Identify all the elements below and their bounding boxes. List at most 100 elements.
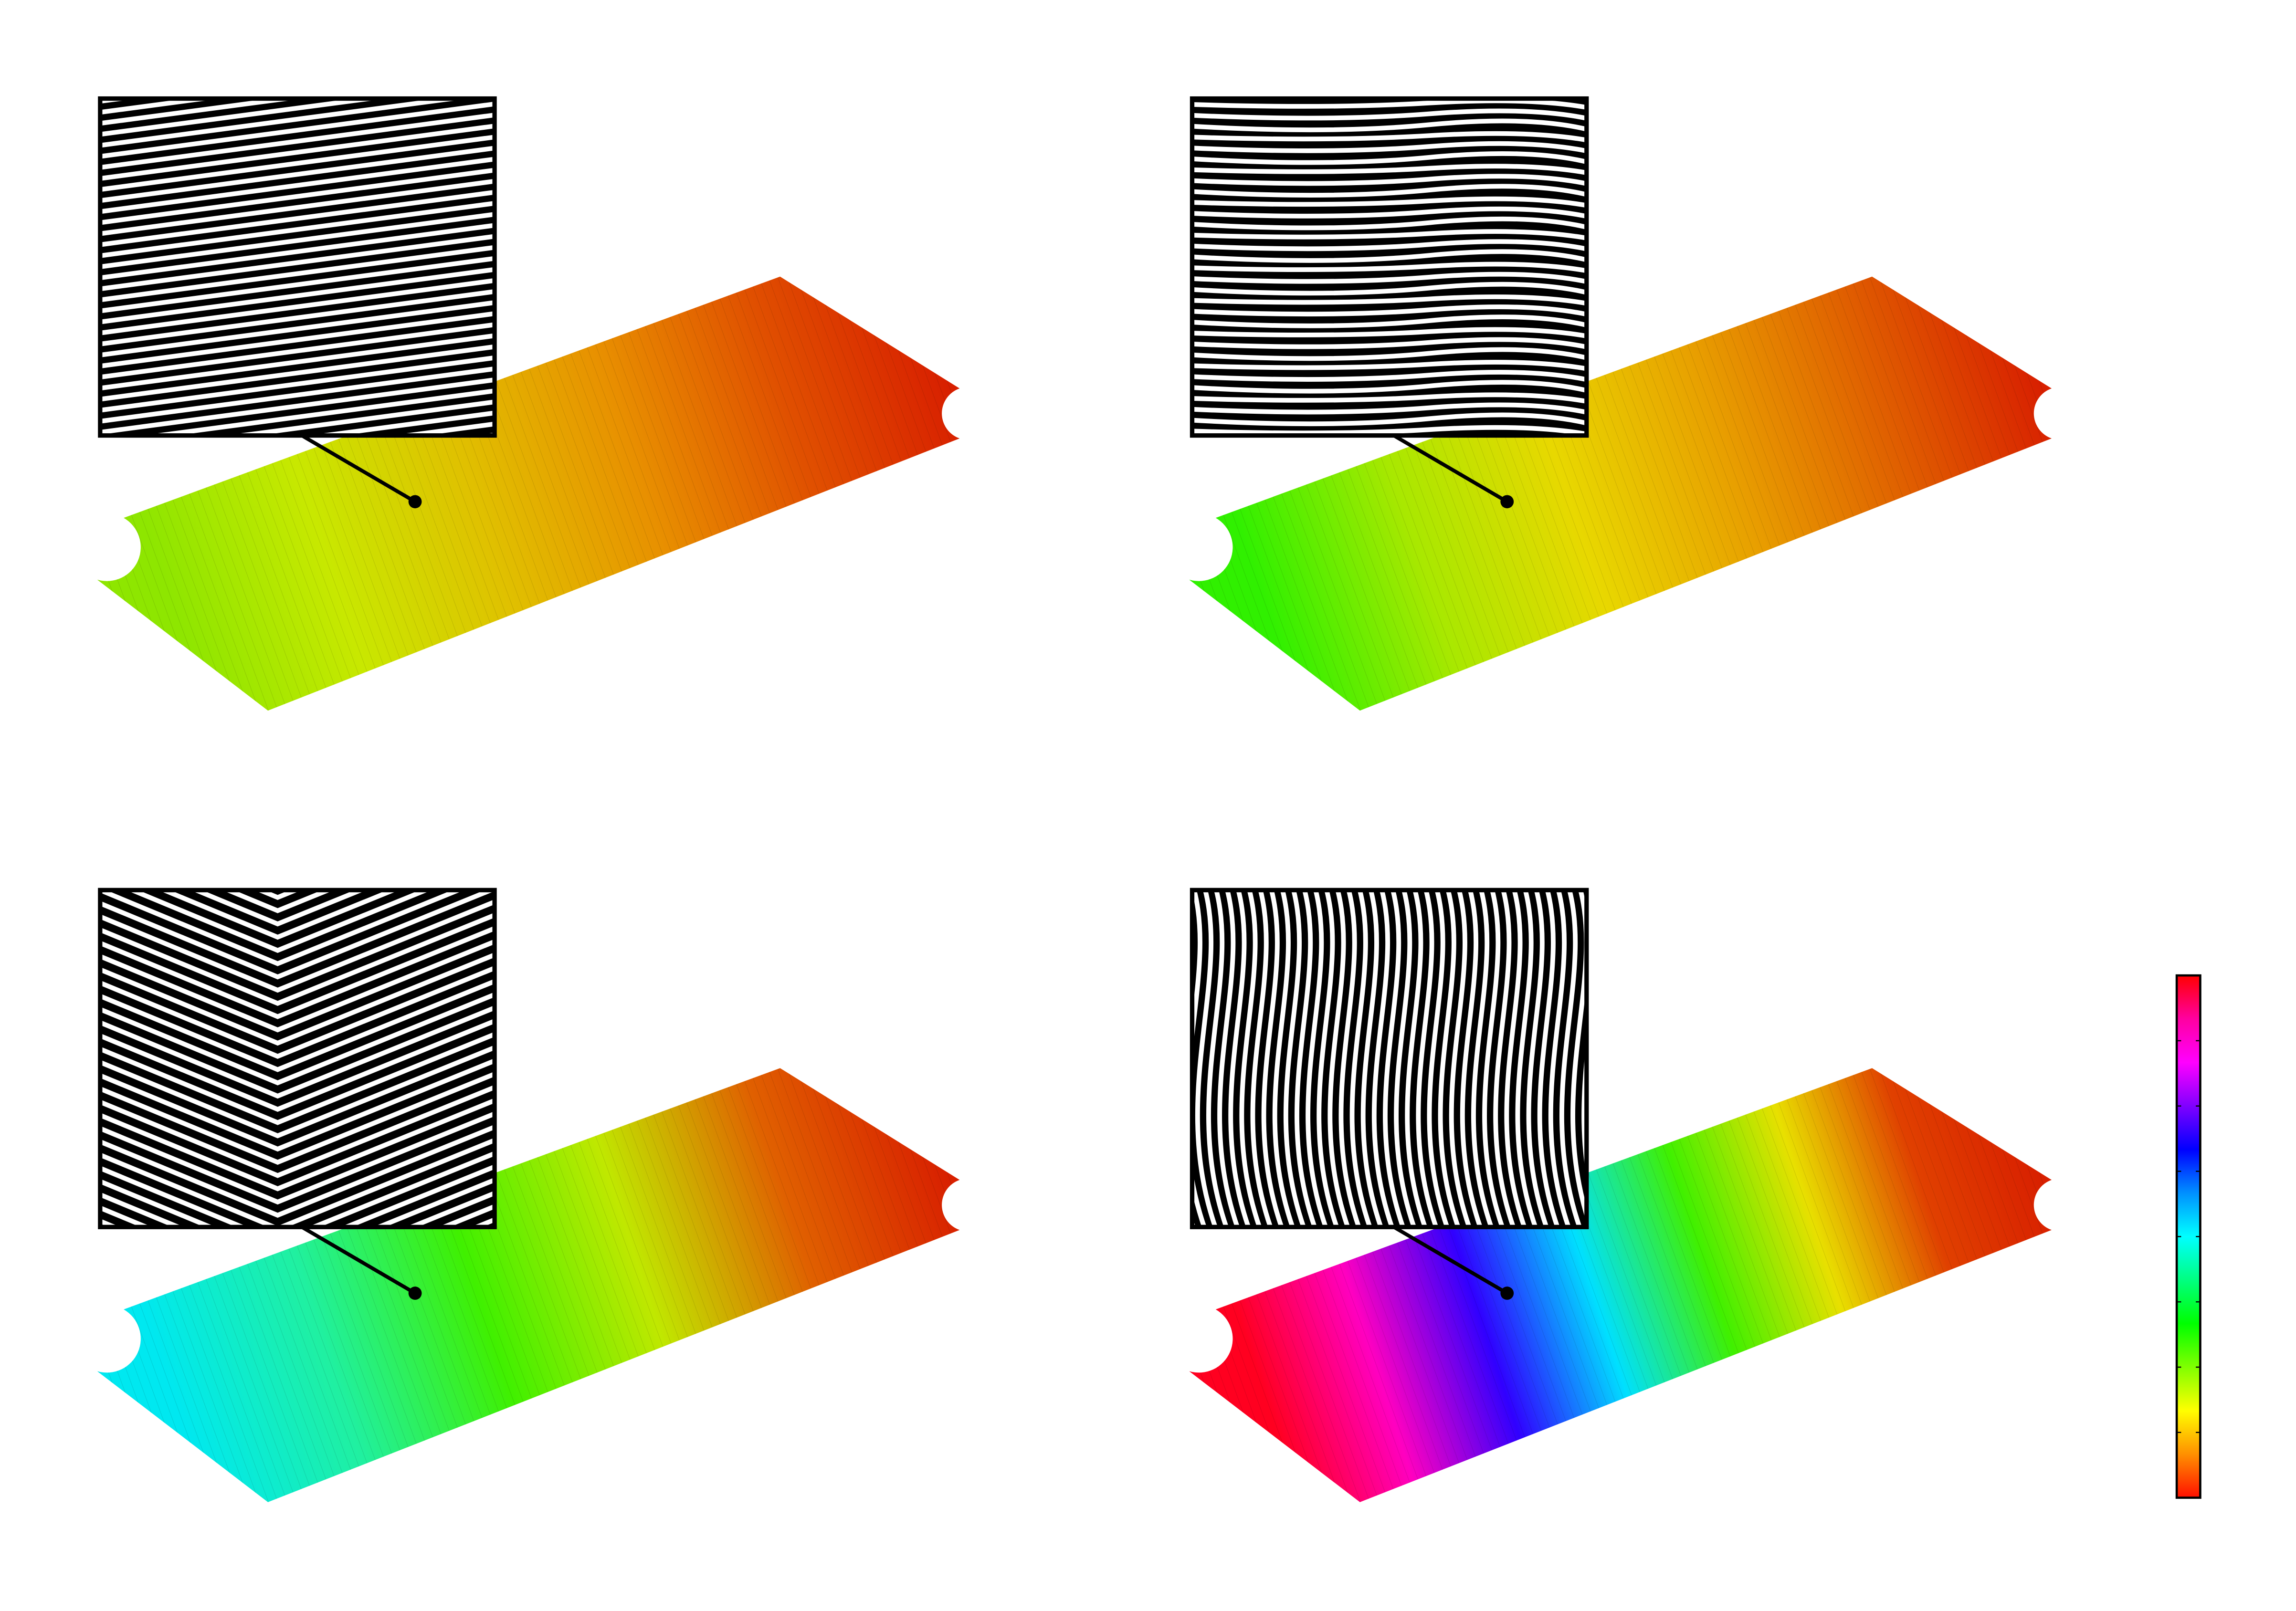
stripe: [100, 743, 495, 831]
panel-bottom-left: [97, 703, 960, 1502]
stripe: [100, 1071, 495, 1165]
stripe: [100, 890, 465, 966]
stripe: [1192, 412, 1587, 427]
stripe: [100, 289, 495, 346]
stripe: [1192, 249, 1587, 263]
stripe: [100, 979, 495, 1072]
stripe: [1192, 174, 1587, 186]
stripe: [1548, 890, 1571, 1227]
stripe: [1482, 890, 1505, 1227]
stripe: [221, 890, 335, 913]
stripe: [224, 399, 495, 436]
panel-top-right: [1189, 96, 2052, 711]
stripe: [1192, 304, 1587, 317]
stripe: [1360, 890, 1384, 1227]
stripe: [100, 322, 495, 380]
stripe: [1192, 294, 1587, 306]
stripe: [100, 98, 138, 104]
stripe: [1192, 347, 1587, 361]
leader-line: [301, 1225, 416, 1295]
panels: [93, 15, 2052, 1502]
stripe: [100, 101, 495, 159]
stripe: [100, 256, 495, 314]
stripe: [1192, 337, 1587, 349]
stripe: [100, 178, 495, 236]
stripe: [307, 410, 495, 436]
stripe: [100, 939, 495, 1033]
stripe: [100, 245, 495, 303]
stripe-pattern: [93, 15, 502, 436]
stripe: [100, 703, 495, 792]
stripe: [1272, 890, 1295, 1227]
stripe: [1192, 425, 1587, 436]
stripe: [1192, 314, 1587, 328]
stripe: [1327, 890, 1350, 1227]
stripe: [1192, 239, 1587, 251]
stripe: [100, 1177, 495, 1227]
stripe: [1164, 883, 1185, 1234]
stripe: [100, 212, 495, 270]
stripe: [100, 366, 495, 424]
probe-point: [408, 1287, 422, 1300]
stripe: [100, 965, 495, 1059]
stripe: [100, 1045, 495, 1139]
stripe: [1317, 890, 1339, 1227]
stripe: [100, 1005, 495, 1099]
probe-point: [1500, 495, 1514, 509]
stripe: [1192, 890, 1207, 1227]
stripe: [100, 311, 495, 369]
stripe: [100, 355, 495, 413]
panel-top-left: [93, 15, 960, 711]
stripe: [1192, 282, 1587, 296]
stripe: [100, 783, 495, 871]
stripe: [100, 1032, 495, 1125]
stripe: [100, 900, 495, 993]
stripe: [1405, 890, 1428, 1227]
leader-line: [1392, 434, 1508, 503]
stripe: [100, 796, 495, 884]
stripe: [100, 267, 495, 324]
stripe: [100, 1085, 495, 1178]
stripe: [1460, 890, 1483, 1227]
stripe: [1338, 890, 1361, 1227]
stripe: [100, 716, 495, 805]
stripe: [100, 146, 495, 203]
probe-point: [1500, 1287, 1514, 1300]
leader-line: [301, 434, 416, 503]
stripe: [93, 15, 502, 69]
stripe: [1261, 890, 1285, 1227]
stripe-pattern: [1142, 883, 1587, 1234]
stripe: [1192, 216, 1587, 230]
stripe: [1383, 890, 1406, 1227]
stripe: [1192, 108, 1587, 121]
stripe: [1192, 98, 1587, 110]
stripe: [100, 234, 495, 292]
stripe: [100, 300, 495, 358]
colorbar: [2175, 974, 2201, 1499]
stripe: [1217, 890, 1240, 1227]
stripe: [1192, 151, 1587, 165]
contour-lines: [1189, 1068, 2052, 1502]
stripe: [100, 124, 495, 181]
stripe: [100, 1111, 495, 1205]
stripe: [1504, 890, 1527, 1227]
stripe: [100, 278, 495, 335]
stripe-pattern: [1192, 98, 1587, 436]
stripe: [1192, 206, 1587, 219]
stripe: [1192, 141, 1587, 154]
stripe: [1192, 118, 1587, 133]
stripe-pattern: [100, 703, 495, 1227]
stripe: [1142, 883, 1163, 1234]
stripe: [1295, 890, 1317, 1227]
inset-frame: [98, 96, 497, 438]
stripe: [1449, 890, 1472, 1227]
stripe: [1349, 890, 1373, 1227]
stripe: [1471, 890, 1494, 1227]
stripe: [1195, 890, 1218, 1227]
probe-point: [408, 495, 422, 509]
stripe: [1192, 164, 1587, 175]
stripe: [1371, 890, 1395, 1227]
stripe: [1537, 890, 1560, 1227]
stripe: [1153, 883, 1174, 1234]
